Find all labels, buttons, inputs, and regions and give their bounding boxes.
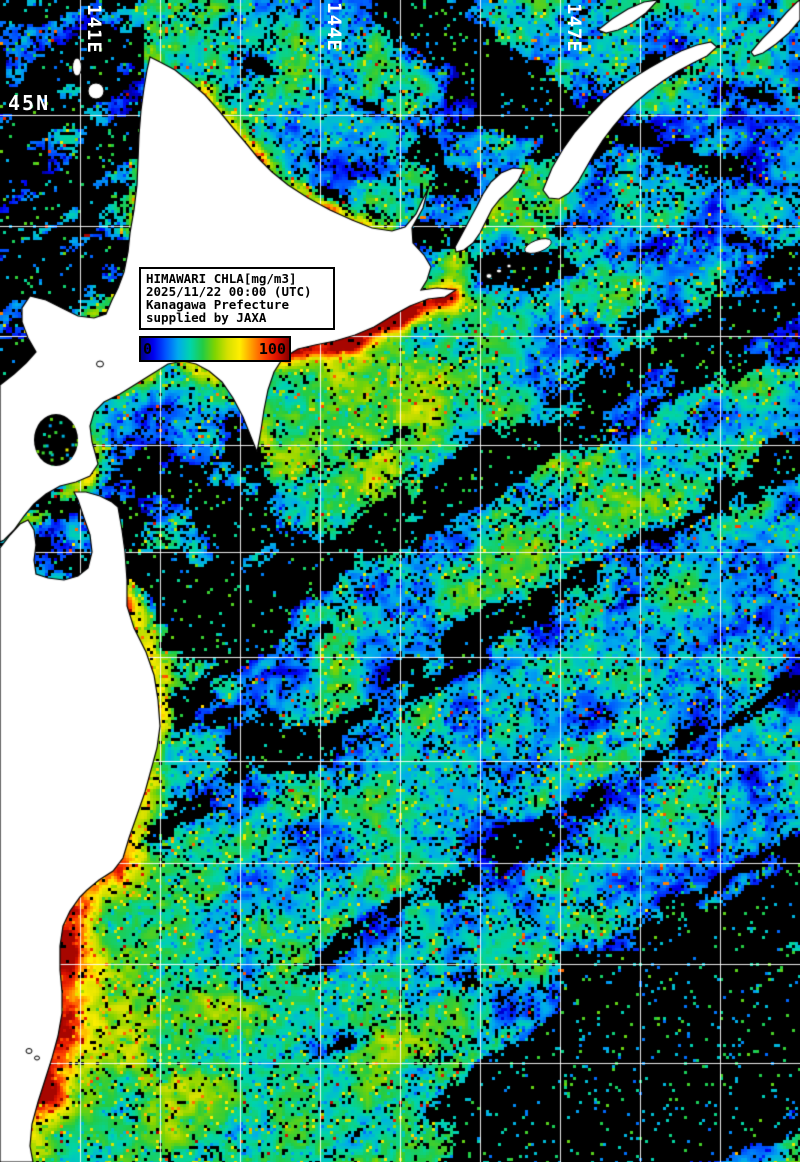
lat-label-45n: 45N	[8, 91, 51, 115]
lon-label-144e: 144E	[323, 2, 345, 52]
legend-title: HIMAWARI CHLA[mg/m3]	[146, 271, 297, 286]
colorbar: 0 100	[139, 336, 291, 362]
colorbar-min-label: 0	[143, 340, 153, 358]
legend-box: HIMAWARI CHLA[mg/m3] 2025/11/22 00:00 (U…	[139, 267, 335, 330]
legend-provider: Kanagawa Prefecture	[146, 297, 289, 312]
legend-attribution: supplied by JAXA	[146, 310, 267, 325]
lon-label-147e: 147E	[563, 3, 585, 53]
colorbar-max-label: 100	[258, 340, 286, 358]
lon-label-141e: 141E	[83, 4, 105, 54]
colorbar-gradient	[141, 338, 289, 360]
legend-datetime: 2025/11/22 00:00 (UTC)	[146, 284, 312, 299]
